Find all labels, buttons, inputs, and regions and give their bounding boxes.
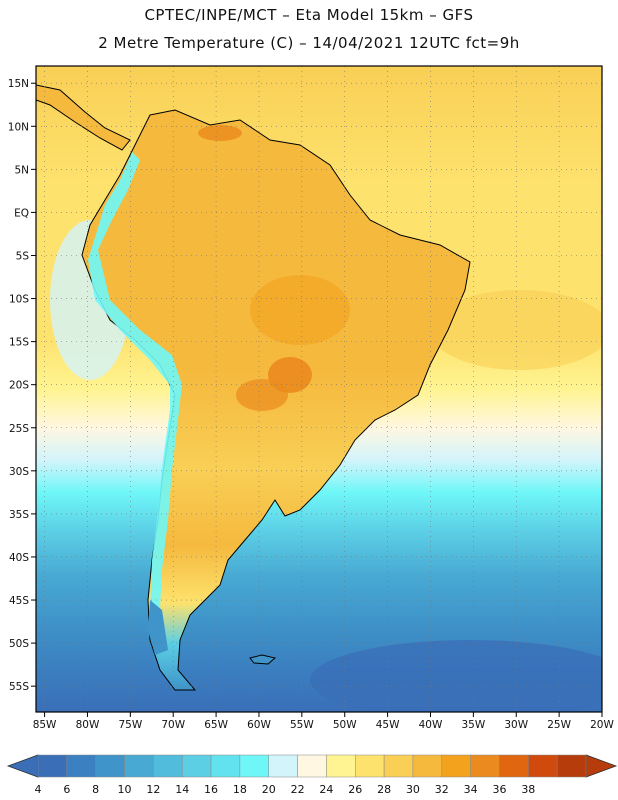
- colorbar-label: 34: [464, 783, 478, 796]
- atlantic-warm-band: [430, 290, 602, 370]
- lat-tick-label: 5S: [16, 250, 30, 262]
- colorbar-swatch: [297, 754, 327, 778]
- colorbar-label: 38: [521, 783, 535, 796]
- lon-tick-label: 65W: [204, 719, 228, 731]
- lat-tick-label: 35S: [9, 509, 29, 521]
- lat-tick-label: EQ: [14, 207, 29, 219]
- lat-tick-label: 50S: [9, 638, 29, 650]
- colorbar-swatch: [470, 754, 500, 778]
- colorbar-swatch: [153, 754, 183, 778]
- colorbar-swatch: [181, 754, 212, 778]
- lon-tick-label: 45W: [376, 719, 400, 731]
- hot-spot-venezuela: [198, 125, 242, 141]
- longitude-labels: 85W 80W 75W 70W 65W 60W 55W 50W 45W 40W 35W 30W 25W 2…: [33, 712, 614, 731]
- colorbar-label: 36: [492, 783, 506, 796]
- colorbar-label: 14: [175, 783, 189, 796]
- colorbar-label: 22: [291, 783, 305, 796]
- lon-tick-label: 25W: [547, 719, 571, 731]
- lat-tick-label: 10N: [8, 121, 29, 133]
- lon-tick-label: 40W: [419, 719, 443, 731]
- latitude-labels: 15N 10N 5N EQ 5S 10S 15S 20S 25S 30S 35S 40S 45S 50S 5…: [8, 78, 36, 693]
- colorbar-swatch: [441, 754, 471, 778]
- colorbar-swatch: [124, 754, 154, 778]
- colorbar-swatch: [412, 754, 443, 778]
- colorbar-swatch: [499, 754, 529, 778]
- lat-tick-label: 15S: [9, 337, 29, 349]
- colorbar-under-arrow: [6, 754, 39, 778]
- lat-tick-label: 20S: [9, 380, 29, 392]
- lat-tick-label: 30S: [9, 466, 29, 478]
- colorbar-swatch: [326, 754, 356, 778]
- colorbar-swatch: [37, 754, 68, 778]
- lon-tick-label: 80W: [76, 719, 100, 731]
- lat-tick-label: 10S: [9, 294, 29, 306]
- colorbar-swatch: [383, 754, 414, 778]
- colorbar-label: 16: [204, 783, 218, 796]
- chart-title: CPTEC/INPE/MCT – Eta Model 15km – GFS: [144, 6, 474, 24]
- lon-tick-label: 35W: [461, 719, 485, 731]
- andes-cold-core: [148, 600, 168, 655]
- lon-tick-label: 20W: [590, 719, 614, 731]
- colorbar-label: 8: [92, 783, 99, 796]
- map-frame: [35, 65, 603, 713]
- colorbar-swatch: [239, 754, 269, 778]
- central-america: [36, 84, 131, 151]
- colorbar-swatch: [95, 754, 125, 778]
- colorbar-swatch: [210, 754, 241, 778]
- colorbar-label: 4: [35, 783, 42, 796]
- colorbar-label: 28: [377, 783, 391, 796]
- colorbar-label: 18: [233, 783, 247, 796]
- colorbar: 4 6 8 10 12 14 16 18 20 22 24 26 28 30 32 34 36 38: [6, 754, 618, 796]
- lat-tick-label: 40S: [9, 552, 29, 564]
- colorbar-label: 6: [63, 783, 70, 796]
- colorbar-label: 24: [319, 783, 333, 796]
- lat-tick-label: 5N: [14, 164, 29, 176]
- lon-tick-label: 75W: [118, 719, 142, 731]
- lon-tick-label: 30W: [504, 719, 528, 731]
- colorbar-over-arrow: [585, 754, 618, 778]
- colorbar-label: 20: [262, 783, 276, 796]
- lat-tick-label: 25S: [9, 423, 29, 435]
- lon-tick-label: 55W: [290, 719, 314, 731]
- colorbar-label: 32: [435, 783, 449, 796]
- colorbar-swatch: [556, 754, 587, 778]
- hot-spot-cerrado: [250, 275, 350, 345]
- lon-tick-label: 50W: [333, 719, 357, 731]
- lon-tick-label: 60W: [247, 719, 271, 731]
- lat-tick-label: 15N: [8, 78, 29, 90]
- lon-tick-label: 70W: [161, 719, 185, 731]
- falkland-islands: [249, 654, 277, 665]
- lat-tick-label: 45S: [9, 595, 29, 607]
- colorbar-label: 10: [118, 783, 132, 796]
- antarctic-cold-core: [310, 640, 602, 712]
- chart-subtitle: 2 Metre Temperature (C) – 14/04/2021 12U…: [98, 34, 520, 52]
- colorbar-label: 26: [348, 783, 362, 796]
- colorbar-swatch: [528, 754, 558, 778]
- andes-cold-ribbon: [88, 152, 182, 650]
- colorbar-label: 12: [146, 783, 160, 796]
- hot-spot-chaco: [236, 379, 288, 411]
- colorbar-swatch: [66, 754, 96, 778]
- colorbar-swatch: [355, 754, 385, 778]
- colorbar-swatch: [268, 754, 298, 778]
- colorbar-label: 30: [406, 783, 420, 796]
- lon-tick-label: 85W: [33, 719, 57, 731]
- lat-tick-label: 55S: [9, 681, 29, 693]
